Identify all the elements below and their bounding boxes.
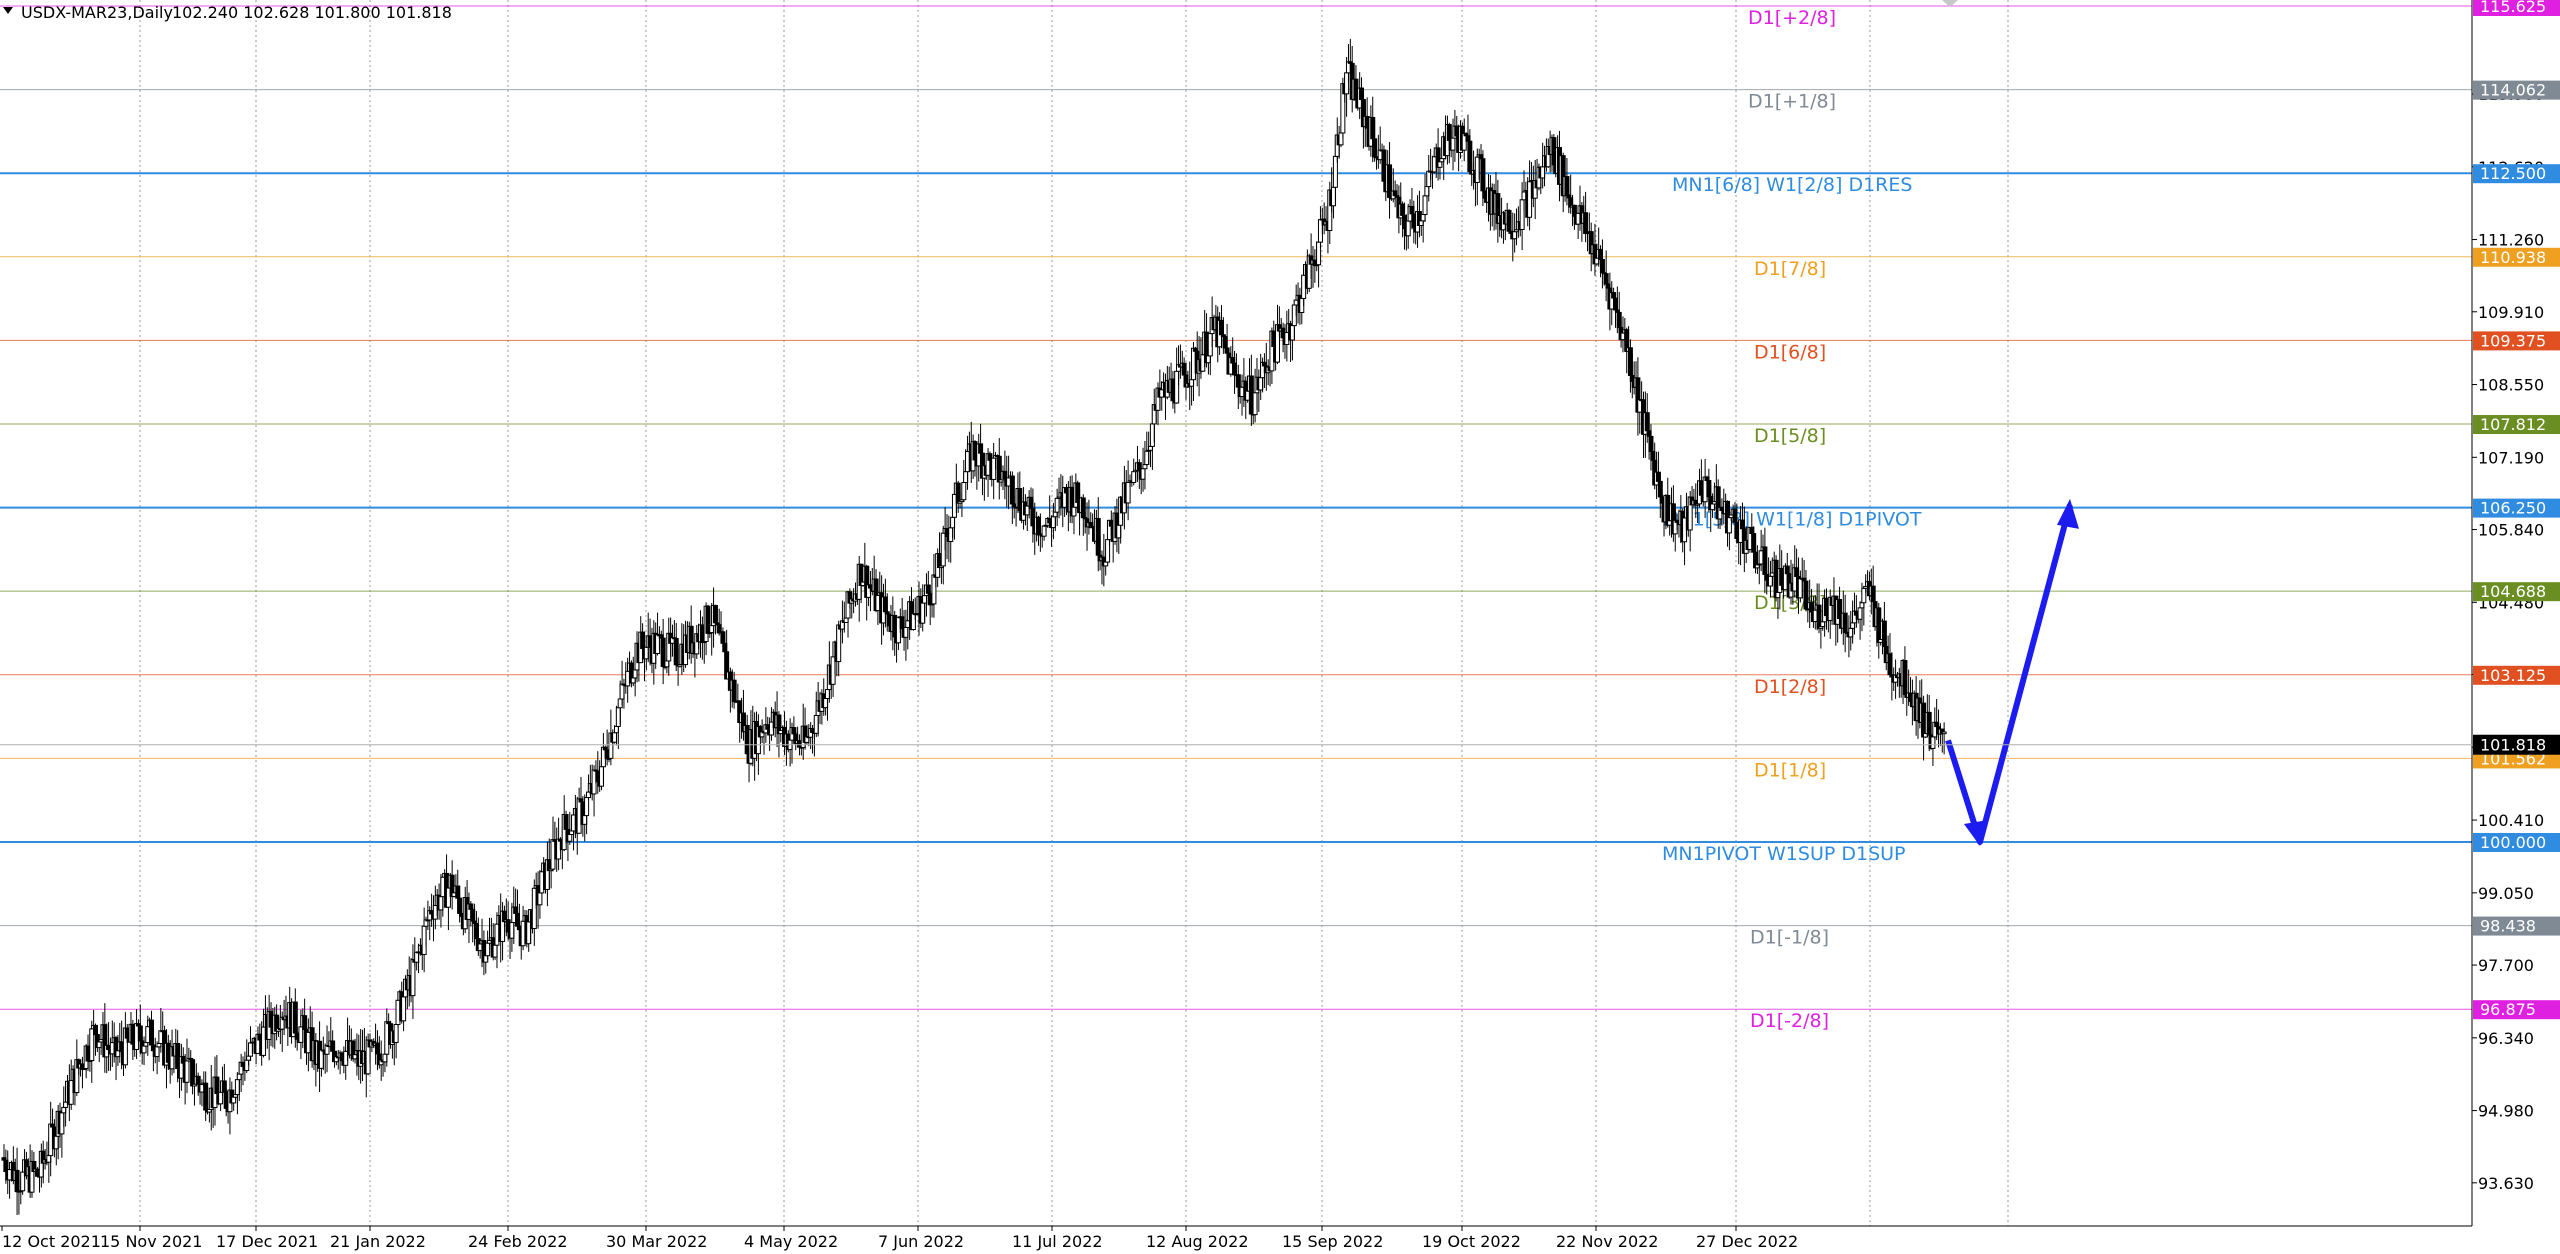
y-tick-label: 107.190 bbox=[2478, 448, 2544, 467]
price-badge-label: 104.688 bbox=[2480, 582, 2546, 601]
candle-body bbox=[1224, 347, 1230, 354]
x-tick-label: 12 Aug 2022 bbox=[1146, 1232, 1249, 1251]
candle-body bbox=[537, 892, 543, 906]
price-badge-label: 107.812 bbox=[2480, 415, 2546, 434]
candle-body bbox=[1762, 546, 1768, 575]
price-badge-label: 112.500 bbox=[2480, 164, 2546, 183]
price-badge bbox=[2473, 1000, 2560, 1020]
level-label: MN1PIVOT W1SUP D1SUP bbox=[1662, 843, 1906, 865]
level-label: MN1[6/8] W1[2/8] D1RES bbox=[1672, 174, 1912, 196]
price-badge bbox=[2473, 80, 2560, 100]
x-tick-label: 22 Nov 2022 bbox=[1556, 1232, 1658, 1251]
menu-triangle-icon[interactable] bbox=[3, 7, 13, 14]
price-badge-label: 98.438 bbox=[2480, 917, 2536, 936]
symbol-label: USDX-MAR23,Daily bbox=[21, 3, 173, 22]
candle-body bbox=[184, 1060, 190, 1083]
candle-body bbox=[1648, 435, 1654, 452]
level-label: MN1[5/8] W1[1/8] D1PIVOT bbox=[1662, 509, 1922, 531]
price-badge bbox=[2473, 665, 2560, 685]
y-tick-label: 99.050 bbox=[2478, 884, 2534, 903]
candle-body bbox=[961, 482, 967, 501]
x-tick-label: 24 Feb 2022 bbox=[468, 1232, 568, 1251]
y-tick-label: 111.260 bbox=[2478, 231, 2544, 250]
candle-body bbox=[563, 813, 569, 830]
y-tick-label: 108.550 bbox=[2478, 376, 2544, 395]
x-tick-label: 15 Nov 2021 bbox=[100, 1232, 202, 1251]
chart-header: USDX-MAR23,Daily 102.240 102.628 101.800… bbox=[3, 3, 452, 22]
price-badge bbox=[2473, 916, 2560, 936]
price-badge bbox=[2473, 164, 2560, 184]
candle-body bbox=[1784, 565, 1790, 575]
y-tick-label: 105.840 bbox=[2478, 521, 2544, 540]
price-badge-label: 114.062 bbox=[2480, 81, 2546, 100]
scroll-marker-icon bbox=[1942, 0, 1958, 7]
level-label: D1[1/8] bbox=[1754, 759, 1826, 781]
level-label: D1[2/8] bbox=[1754, 676, 1826, 698]
y-tick-label: 96.340 bbox=[2478, 1029, 2534, 1048]
level-label: D1[6/8] bbox=[1754, 341, 1826, 363]
x-tick-label: 11 Jul 2022 bbox=[1012, 1232, 1103, 1251]
x-tick-label: 17 Dec 2021 bbox=[216, 1232, 318, 1251]
current-price-badge bbox=[2473, 734, 2560, 755]
price-badge-label: 103.125 bbox=[2480, 666, 2546, 685]
forecast-arrow bbox=[1945, 498, 2079, 846]
price-badge-label: 106.250 bbox=[2480, 499, 2546, 518]
x-tick-label: 15 Sep 2022 bbox=[1282, 1232, 1383, 1251]
current-price-label: 101.818 bbox=[2480, 736, 2546, 755]
arrow-head-down-icon bbox=[1964, 820, 1988, 846]
y-tick-label: 100.410 bbox=[2478, 811, 2544, 830]
price-badges: 115.625 114.062 112.500 110.938 109.375 107.8… bbox=[0, 0, 2560, 1020]
price-badge-label: 109.375 bbox=[2480, 331, 2546, 350]
x-tick-label: 12 Oct 2021 bbox=[2, 1232, 101, 1251]
level-label: D1[7/8] bbox=[1754, 258, 1826, 280]
price-badge bbox=[2473, 247, 2560, 267]
x-tick-label: 30 Mar 2022 bbox=[606, 1232, 707, 1251]
candle-body bbox=[567, 833, 573, 842]
vertical-grid bbox=[139, 0, 2009, 1226]
x-tick-label: 19 Oct 2022 bbox=[1422, 1232, 1521, 1251]
ohlc-label: 102.240 102.628 101.800 101.818 bbox=[172, 3, 452, 22]
candle-body bbox=[1405, 220, 1411, 237]
candle-body bbox=[1941, 731, 1947, 735]
candles bbox=[1, 38, 1947, 1215]
price-badge-label: 96.875 bbox=[2480, 1000, 2536, 1019]
level-label: D1[5/8] bbox=[1754, 425, 1826, 447]
x-tick-label: 27 Dec 2022 bbox=[1696, 1232, 1798, 1251]
price-badge bbox=[2473, 498, 2560, 518]
time-axis-ticks: 12 Oct 2021 15 Nov 2021 17 Dec 2021 21 Jan … bbox=[1, 1226, 1798, 1251]
price-badge-label: 110.938 bbox=[2480, 248, 2546, 267]
candle-body bbox=[584, 797, 590, 817]
x-tick-label: 7 Jun 2022 bbox=[878, 1232, 964, 1251]
level-label: D1[+1/8] bbox=[1748, 91, 1836, 113]
price-badge bbox=[2473, 0, 2560, 16]
candle-body bbox=[720, 631, 726, 644]
x-tick-label: 21 Jan 2022 bbox=[330, 1232, 426, 1251]
level-label: D1[-2/8] bbox=[1750, 1010, 1829, 1032]
price-badge-label: 100.000 bbox=[2480, 833, 2546, 852]
y-tick-label: 109.910 bbox=[2478, 303, 2544, 322]
level-label: D1[-1/8] bbox=[1750, 927, 1829, 949]
y-tick-label: 94.980 bbox=[2478, 1102, 2534, 1121]
murrey-levels: D1[+2/8] D1[+1/8] MN1[6/8] W1[2/8] D1RES D1… bbox=[0, 5, 2472, 1032]
price-badge bbox=[2473, 833, 2560, 852]
price-badge bbox=[2473, 331, 2560, 351]
price-badge bbox=[2473, 582, 2560, 602]
y-tick-label: 97.700 bbox=[2478, 956, 2534, 975]
price-badge-label: 115.625 bbox=[2480, 0, 2546, 16]
arrow-head-up-icon bbox=[2057, 498, 2079, 529]
price-badge bbox=[2473, 415, 2560, 435]
y-tick-label: 93.630 bbox=[2478, 1174, 2534, 1193]
level-label: D1[+2/8] bbox=[1748, 7, 1836, 29]
x-tick-label: 4 May 2022 bbox=[744, 1232, 838, 1251]
candle-body bbox=[1422, 195, 1428, 216]
